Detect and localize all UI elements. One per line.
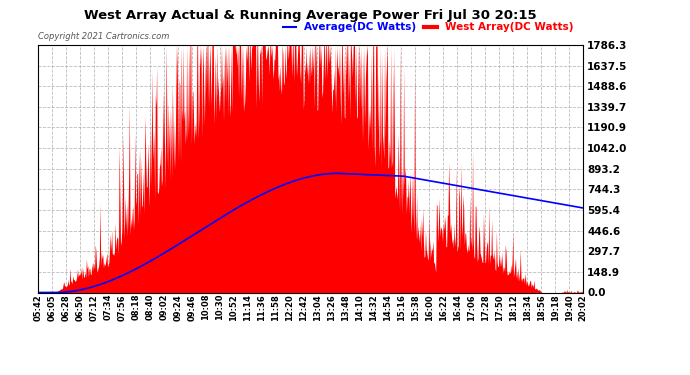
Legend: Average(DC Watts), West Array(DC Watts): Average(DC Watts), West Array(DC Watts) [279,18,578,36]
Text: West Array Actual & Running Average Power Fri Jul 30 20:15: West Array Actual & Running Average Powe… [84,9,537,22]
Text: Copyright 2021 Cartronics.com: Copyright 2021 Cartronics.com [38,32,169,41]
